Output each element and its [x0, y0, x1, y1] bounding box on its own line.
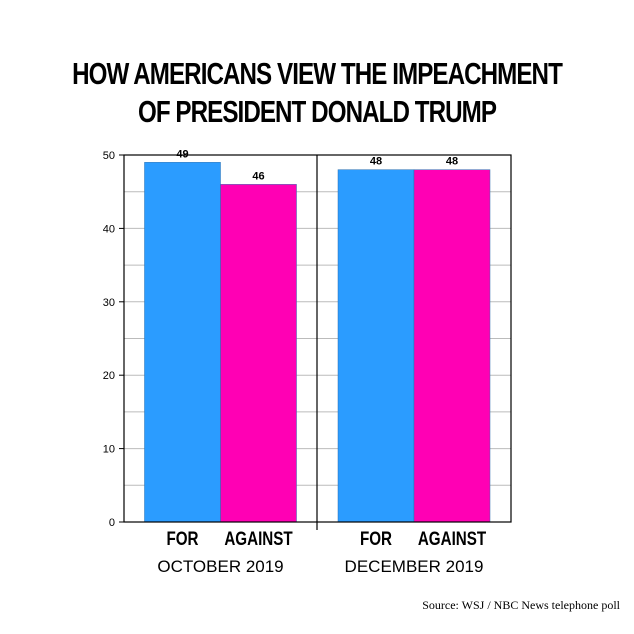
group-label: DECEMBER 2019 [345, 557, 484, 576]
source-note: Source: WSJ / NBC News telephone poll [422, 598, 620, 612]
bar-value-label: 48 [446, 156, 458, 168]
bar-category-label: AGAINST [418, 527, 487, 549]
bar-1-0 [337, 169, 415, 523]
bar-category-label: FOR [360, 527, 393, 549]
bar-0-0 [144, 162, 221, 523]
bar-category-label: AGAINST [224, 527, 293, 549]
bar-0-1 [220, 184, 297, 523]
y-tick-label: 40 [103, 223, 115, 235]
bar-category-label: FOR [166, 527, 199, 549]
y-tick-label: 10 [103, 444, 115, 456]
bar-value-label: 48 [370, 156, 382, 168]
bar-value-label: 49 [176, 148, 188, 160]
y-tick-label: 20 [103, 370, 115, 382]
y-tick-label: 30 [103, 297, 115, 309]
bar-value-label: 46 [252, 170, 264, 182]
chart-title-line-1: HOW AMERICANS VIEW THE IMPEACHMENT [72, 56, 563, 91]
chart-title-line-2: OF PRESIDENT DONALD TRUMP [137, 94, 497, 129]
bar-1-1 [413, 169, 491, 523]
group-label: OCTOBER 2019 [157, 557, 283, 576]
y-tick-label: 50 [103, 150, 115, 162]
y-tick-label: 0 [109, 517, 115, 529]
